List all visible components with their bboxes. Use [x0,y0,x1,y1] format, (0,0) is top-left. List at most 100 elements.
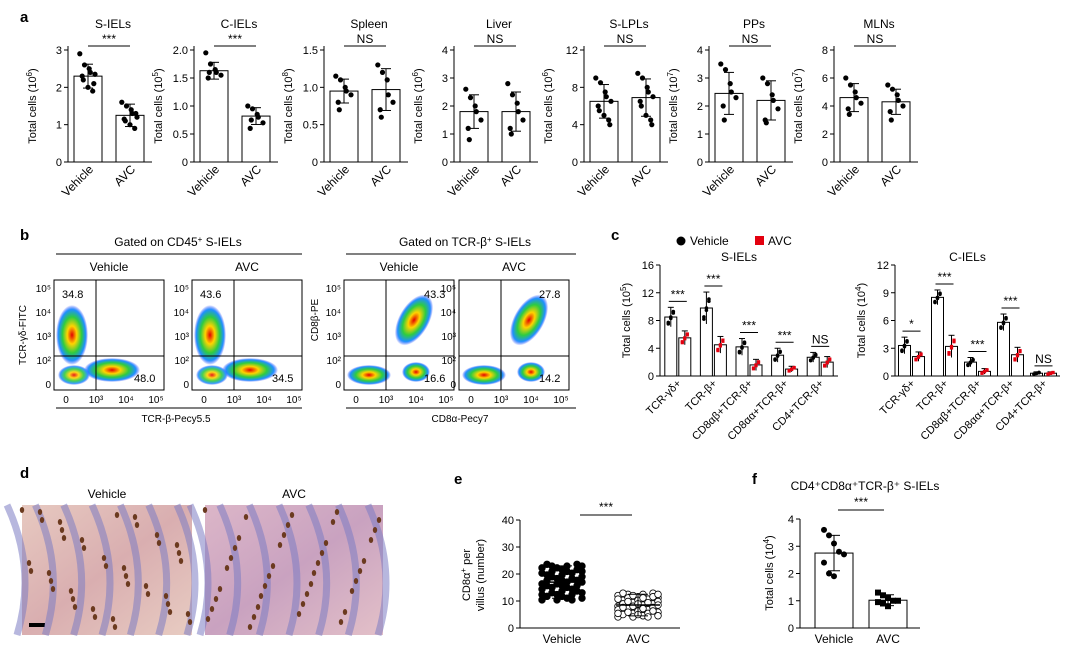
data-point-avc [894,92,900,98]
flow-population-cd8ab [509,294,549,346]
x-category-label: CD8αβ+TCR-β+ [918,378,983,443]
data-point-vehicle [597,80,604,86]
chart-title: C-IELs [949,250,986,264]
data-point-avc [247,125,253,131]
data-point-avc [980,371,984,375]
villus-epithelium [246,503,271,637]
data-point-avc [914,357,918,361]
y-tick-label: 8 [572,82,578,94]
gate-title-end: S-IELs [202,235,241,249]
data-point-vehicle [467,95,474,101]
cd8-positive-cell [101,555,107,561]
y-axis-label-exponent: 6 [541,71,550,76]
data-point-vehicle [336,107,342,113]
data-point-avc [1046,372,1050,376]
data-point-avc [790,367,794,371]
y-tick-label: 2 [442,101,448,113]
data-point-avc [952,338,956,342]
y-tick-label: 6 [822,73,828,85]
y-tick-label: 10 [502,596,514,608]
flow-x-tick: 10⁵ [553,395,568,406]
y-axis-label-end: ) [153,68,165,72]
data-point-vehicle [811,355,815,360]
significance-label: *** [1003,294,1017,308]
data-point-avc [249,106,256,112]
y-axis-label: Total cells (104) [762,535,777,610]
data-point-vehicle [578,594,586,602]
cd8-positive-cell [281,532,287,538]
data-point-vehicle [727,81,733,87]
data-point-avc [763,120,769,126]
cd8-positive-cell [224,565,230,571]
data-point-avc [638,103,644,109]
villus-epithelium [3,503,29,637]
villus-epithelium [60,503,86,637]
cd8-positive-cell [57,519,63,525]
flow-x-tick: 0 [353,395,359,406]
flow-population-tcrb [84,358,140,382]
data-point-vehicle [775,353,780,357]
cd8-positive-cell [70,596,76,602]
data-point-avc [949,344,954,348]
gate-title-2: Gated on TCR-β+ S-IELs [399,235,531,250]
data-point-avc [716,347,720,352]
cd8-positive-cell [342,609,348,615]
villus-epithelium [364,503,390,637]
y-axis-label-exponent: 4 [854,286,863,291]
cd8-positive-cell [134,522,140,528]
x-category-label: TCR-β+ [683,378,719,414]
y-tick-label: 4 [572,120,578,132]
data-point-vehicle [852,89,858,95]
flow-x-tick: 10⁴ [408,395,423,406]
y-tick-label: 8 [648,316,654,328]
data-point-vehicle [568,596,576,604]
data-point-avc [654,590,662,599]
data-point-avc [654,612,662,620]
y-axis-label: Total cells (106) [411,68,426,143]
x-category-label: AVC [111,162,138,189]
villus-epithelium [305,503,331,637]
data-point-avc [515,109,521,115]
flow-y-tick: 10³ [442,332,457,343]
flow-population-neg [462,365,506,385]
data-point-vehicle [846,111,852,117]
flow-x-tick: 10³ [227,395,242,406]
y-axis-label: Total cells (105) [619,283,634,358]
quadrant-percent-top: 43.6 [200,289,221,301]
quadrant-percent-top: 27.8 [539,289,560,301]
flow-y-tick: 10⁴ [326,308,341,319]
data-point-vehicle [573,565,581,574]
data-point-vehicle [836,548,842,555]
y-axis-label: Total cells (104) [854,283,869,358]
data-point-avc [375,62,381,68]
y-tick-label: 0 [788,623,794,635]
data-point-avc [119,99,125,105]
data-point-vehicle [704,306,709,310]
data-point-vehicle [826,570,832,577]
y-axis-label-end: ) [27,68,39,72]
cd8-positive-cell [202,507,208,513]
cd8-positive-cell [26,560,32,566]
y-tick-label: 3 [788,541,794,553]
y-axis-label-end: ) [413,68,425,72]
flow-x-tick: 10³ [494,395,509,406]
cd8-positive-cell [48,578,54,584]
panel-d: Vehicle AVC [3,487,390,637]
data-point-avc [385,92,391,98]
data-point-avc [650,94,656,100]
cd8-positive-cell [92,614,98,620]
data-point-vehicle [821,559,827,566]
data-point-vehicle [337,77,344,83]
data-point-vehicle [568,574,576,583]
y-tick-label: 4 [648,343,654,355]
flow-x-tick: 10⁵ [148,395,163,406]
flow-plot-title: AVC [502,260,526,274]
significance-label: NS [1035,352,1052,366]
data-point-vehicle [1001,320,1006,325]
villus-epithelium [186,503,212,637]
cd8-positive-cell [50,586,56,592]
cd8-positive-cell [228,555,234,561]
data-point-avc [378,114,384,120]
y-tick-label: 2 [697,101,703,113]
data-point-avc [880,600,886,607]
